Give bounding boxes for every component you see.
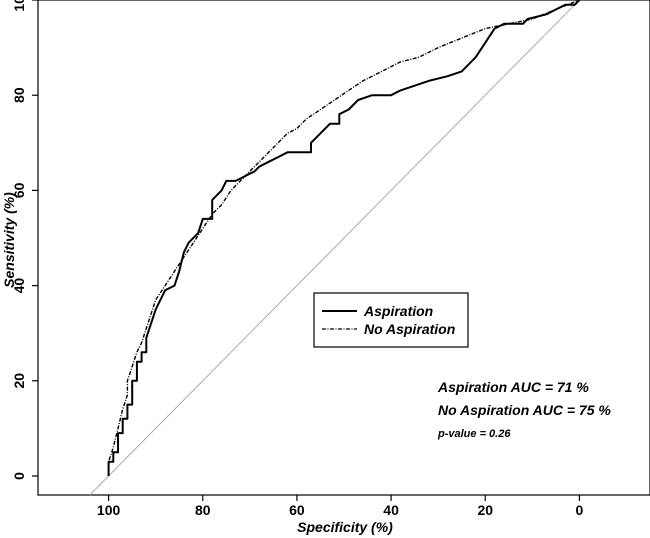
y-tick-label: 40: [11, 278, 27, 294]
x-axis-title: Specificity (%): [297, 519, 393, 535]
series-line-no-aspiration: [107, 0, 580, 476]
x-tick-label: 80: [195, 502, 211, 518]
annotation-p-value: p-value = 0.26: [437, 428, 511, 440]
legend-label-aspiration: Aspiration: [363, 303, 433, 319]
x-tick-label: 60: [289, 502, 305, 518]
y-tick-label: 80: [11, 87, 27, 103]
x-tick-label: 0: [575, 502, 583, 518]
plot-frame: [37, 0, 650, 496]
y-axis-title: Sensitivity (%): [1, 192, 17, 288]
reference-diagonal: [89, 0, 580, 496]
y-tick-label: 20: [11, 373, 27, 389]
x-tick-label: 100: [97, 502, 121, 518]
roc-curves: [107, 0, 581, 476]
y-axis: 0 20 40 60 80 100: [11, 0, 38, 480]
y-tick-label: 0: [11, 472, 27, 480]
annotation-no-aspiration-auc: No Aspiration AUC = 75 %: [438, 402, 611, 418]
x-tick-label: 40: [383, 502, 399, 518]
legend: Aspiration No Aspiration: [313, 292, 469, 348]
y-tick-label: 60: [11, 182, 27, 198]
legend-box: [313, 292, 469, 348]
y-tick-label: 100: [11, 0, 27, 12]
reference-line: [89, 0, 580, 496]
x-axis: 100 80 60 40 20 0: [97, 495, 583, 518]
legend-label-no-aspiration: No Aspiration: [364, 321, 455, 337]
x-tick-label: 20: [477, 502, 493, 518]
annotation-aspiration-auc: Aspiration AUC = 71 %: [437, 379, 589, 395]
